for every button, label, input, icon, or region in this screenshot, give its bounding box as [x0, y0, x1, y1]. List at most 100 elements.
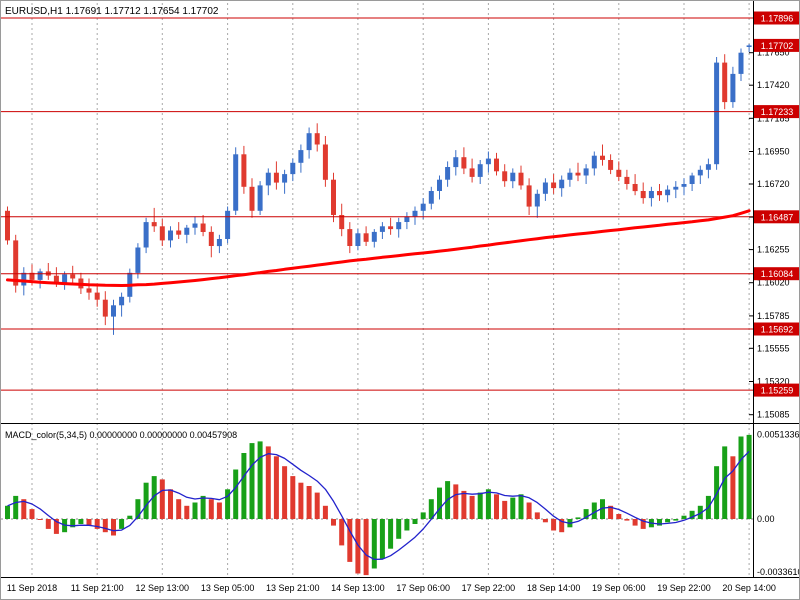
date-label: 11 Sep 21:00 — [71, 583, 124, 593]
candle — [249, 186, 255, 211]
macd-bar — [469, 495, 475, 519]
symbol-ohlc-header: EURUSD,H1 1.17691 1.17712 1.17654 1.1770… — [5, 6, 219, 17]
candle — [37, 271, 43, 280]
macd-bar — [21, 499, 27, 519]
candle — [225, 210, 231, 239]
macd-bar — [192, 502, 198, 519]
macd-bar — [477, 492, 483, 519]
candle — [29, 272, 35, 280]
candle — [648, 191, 654, 199]
panel-borders — [1, 1, 799, 578]
macd-bar — [437, 487, 442, 519]
macd-bar — [665, 519, 671, 523]
macd-bar — [102, 519, 108, 533]
candle — [168, 230, 173, 241]
candle — [567, 172, 573, 180]
candle — [216, 239, 222, 247]
candle — [119, 296, 125, 306]
macd-bar — [502, 500, 508, 519]
candle — [461, 157, 467, 169]
support-resistance-lines[interactable] — [1, 17, 753, 391]
macd-bar — [184, 505, 190, 519]
candle — [575, 172, 581, 176]
macd-bar — [70, 519, 76, 528]
macd-bar — [216, 502, 222, 519]
macd-indicator — [1, 434, 753, 576]
macd-bar — [86, 519, 92, 526]
macd-bar — [355, 519, 361, 574]
macd-bar — [608, 505, 614, 519]
macd-bar — [45, 519, 51, 529]
macd-bar — [5, 505, 10, 519]
candle — [135, 247, 141, 273]
macd-bar — [559, 519, 565, 533]
candle — [437, 179, 442, 191]
price-badge-label: 1.17233 — [761, 107, 794, 117]
candle — [306, 133, 312, 151]
candle — [445, 167, 451, 180]
candle — [697, 169, 703, 176]
candle — [600, 155, 605, 160]
candle — [657, 191, 662, 196]
macd-bar — [591, 502, 597, 519]
macd-bar — [420, 512, 426, 519]
candle — [730, 73, 736, 103]
macd-bar — [494, 494, 499, 520]
price-axis: 1.17650 1.17420 1.17185 1.16950 1.16720 1.164… — [749, 11, 800, 577]
candle — [13, 240, 19, 286]
moving-average-line[interactable] — [6, 209, 751, 287]
date-label: 17 Sep 22:00 — [462, 583, 516, 593]
macd-bar — [314, 492, 320, 519]
candle — [111, 305, 116, 317]
candle — [485, 158, 491, 165]
macd-bar — [13, 495, 19, 519]
price-tick-label: 1.15320 — [757, 377, 790, 387]
candle — [298, 150, 304, 163]
macd-bar — [290, 476, 296, 519]
candle — [477, 164, 483, 177]
macd-bar — [176, 499, 182, 519]
candle — [616, 169, 622, 177]
macd-bar — [151, 476, 157, 519]
macd-bar — [339, 519, 345, 546]
candle — [714, 62, 720, 165]
macd-bar — [53, 519, 59, 534]
candlesticks — [5, 44, 752, 335]
macd-scale-label: -0.0033610 — [757, 567, 800, 577]
price-badge — [754, 267, 799, 281]
macd-bar — [273, 456, 279, 519]
candle — [94, 292, 100, 300]
date-label: 14 Sep 13:00 — [331, 583, 385, 593]
macd-bar — [551, 519, 557, 531]
price-tick-label: 1.17650 — [757, 48, 790, 58]
moving-average[interactable] — [6, 209, 751, 287]
candle — [184, 227, 190, 235]
macd-bar — [632, 519, 638, 526]
date-label: 19 Sep 06:00 — [592, 583, 646, 593]
macd-bar — [233, 469, 239, 519]
macd-bar — [78, 519, 84, 524]
price-badge — [754, 38, 799, 52]
macd-bar — [111, 519, 116, 536]
price-badge-label: 1.16487 — [761, 212, 794, 222]
macd-bar — [322, 505, 328, 519]
macd-bar — [412, 519, 418, 524]
macd-bar — [331, 519, 336, 526]
candle — [640, 191, 646, 199]
macd-bar — [616, 514, 622, 519]
macd-bar — [225, 489, 231, 519]
grid-lines — [31, 3, 750, 577]
candle — [518, 172, 524, 186]
macd-bar — [298, 482, 304, 519]
macd-bar — [722, 446, 728, 519]
date-label: 12 Sep 13:00 — [136, 583, 190, 593]
macd-bar — [135, 499, 141, 519]
macd-bar — [526, 502, 532, 519]
macd-bar — [583, 509, 589, 519]
candle — [591, 155, 597, 169]
price-tick-label: 1.15555 — [757, 343, 790, 353]
macd-bar — [542, 519, 548, 523]
macd-bar — [600, 499, 605, 519]
candle — [534, 193, 540, 207]
